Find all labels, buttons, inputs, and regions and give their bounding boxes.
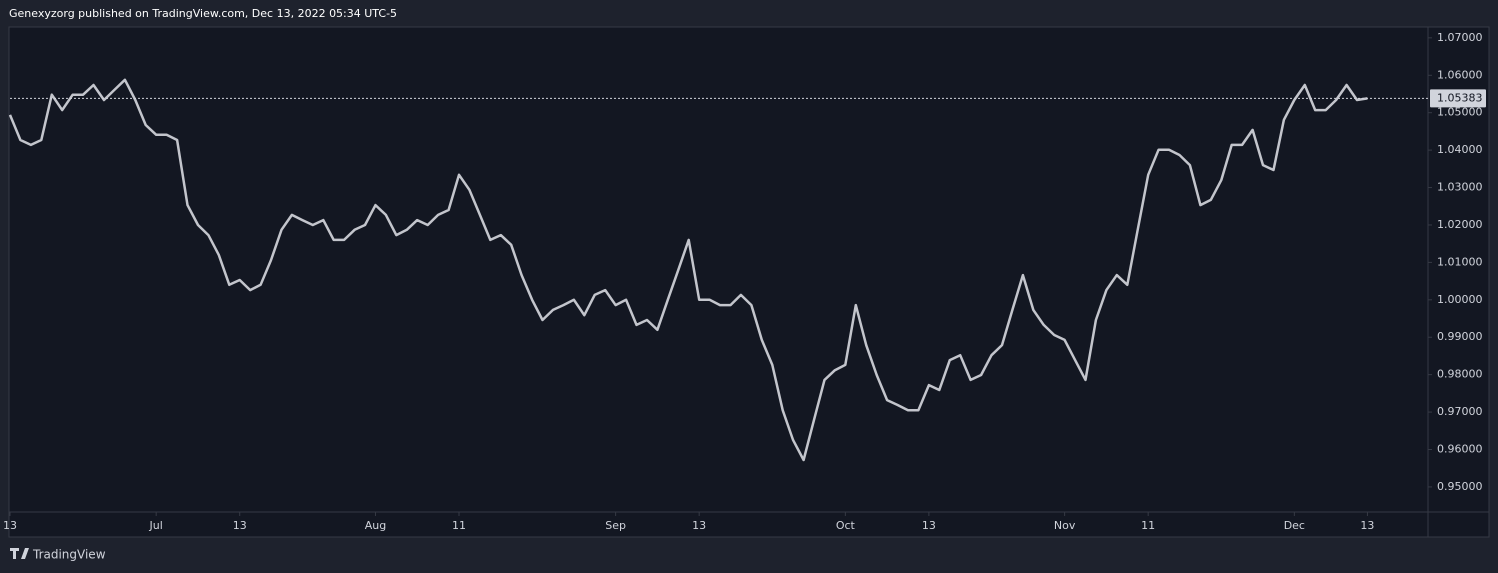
x-tick-label: Jul — [149, 519, 163, 532]
y-tick-label: 1.06000 — [1437, 68, 1483, 81]
y-tick-label: 1.03000 — [1437, 181, 1483, 194]
x-tick-label: 13 — [1360, 519, 1374, 532]
x-tick-label: 11 — [1141, 519, 1155, 532]
y-tick-label: 1.04000 — [1437, 143, 1483, 156]
x-tick-label: 11 — [452, 519, 466, 532]
price-line — [8, 78, 1368, 462]
last-price-box — [1430, 89, 1486, 108]
y-tick-label: 0.99000 — [1437, 330, 1483, 343]
logo — [10, 548, 29, 559]
y-tick-label: 0.95000 — [1437, 480, 1483, 493]
footer: TradingView — [32, 548, 106, 562]
x-tick-label: Dec — [1284, 519, 1305, 532]
x-tick-label: 13 — [3, 519, 17, 532]
y-tick-label: 1.01000 — [1437, 255, 1483, 268]
y-tick-label: 1.02000 — [1437, 218, 1483, 231]
last-price-label: 1.05383 — [1437, 91, 1483, 104]
x-tick-label: 13 — [922, 519, 936, 532]
y-tick-label: 1.00000 — [1437, 293, 1483, 306]
x-tick-label: 13 — [233, 519, 247, 532]
header: Genexyzorg published on TradingView.com,… — [9, 7, 397, 20]
y-tick-label: 0.96000 — [1437, 443, 1483, 456]
y-tick-label: 1.07000 — [1437, 31, 1483, 44]
x-tick-label: Nov — [1054, 519, 1076, 532]
x-tick-label: Oct — [836, 519, 856, 532]
x-tick-label: 13 — [692, 519, 706, 532]
x-tick-label: Aug — [365, 519, 386, 532]
y-tick-label: 0.97000 — [1437, 405, 1483, 418]
y-tick-label: 0.98000 — [1437, 368, 1483, 381]
x-tick-label: Sep — [605, 519, 626, 532]
chart-frame — [8, 26, 1490, 538]
y-tick-label: 1.05000 — [1437, 106, 1483, 119]
